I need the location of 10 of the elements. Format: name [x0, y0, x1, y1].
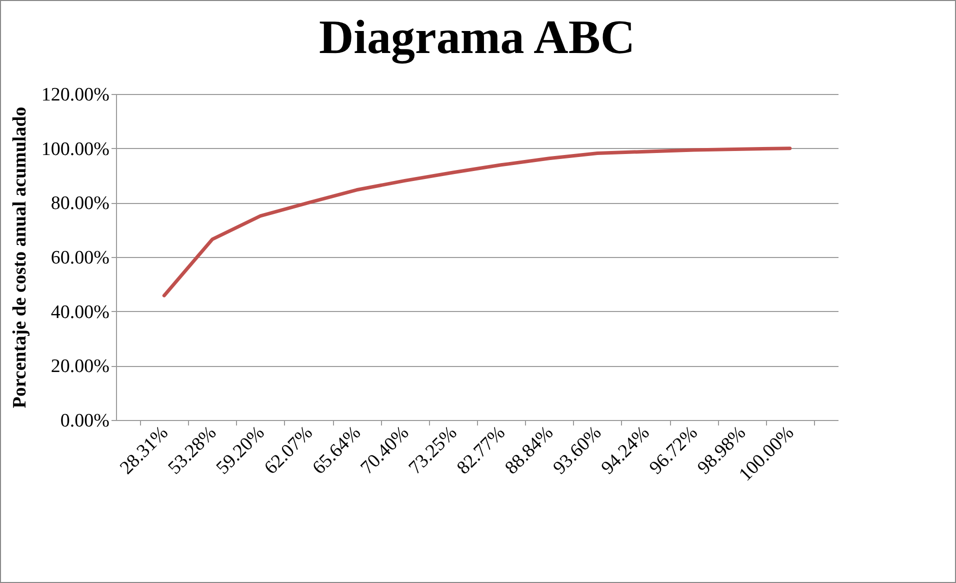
y-tick-label: 100.00%	[41, 138, 110, 160]
y-tick-label: 20.00%	[50, 356, 110, 378]
y-tick-label: 60.00%	[50, 248, 110, 268]
line-series	[162, 146, 792, 298]
y-tick-label: 120.00%	[41, 84, 110, 106]
y-tick-label: 80.00%	[50, 193, 110, 214]
y-tick-label: 40.00%	[50, 302, 110, 323]
y-axis-title: Porcentaje de costo anual acumulado	[9, 106, 30, 408]
y-tick-label: 0.00%	[60, 410, 110, 432]
chart-title: Diagrama ABC	[319, 11, 635, 64]
